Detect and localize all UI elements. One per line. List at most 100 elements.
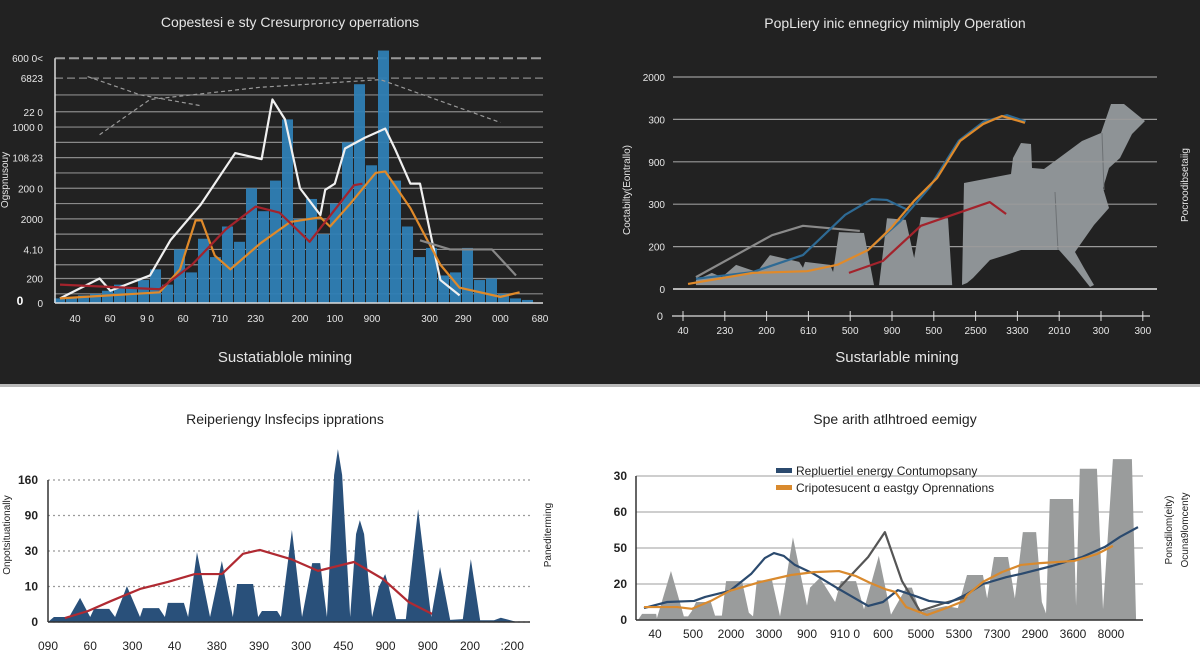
bar [138, 280, 149, 303]
x-tick-label: 300 [122, 639, 142, 653]
panel-divider [0, 384, 1200, 387]
y-tick-label: 1000 0 [12, 123, 43, 134]
x-tick-label: 900 [418, 639, 438, 653]
y-tick-label: 200 [648, 243, 665, 254]
y-tick-label: 20 [614, 577, 628, 591]
y-tick-label: 50 [614, 541, 628, 555]
x-tick-label: 900 [376, 639, 396, 653]
bar [390, 180, 401, 303]
x-tick-label: 230 [716, 326, 733, 337]
y-tick-label: 200 0 [18, 184, 43, 195]
x-tick-label: 450 [333, 639, 353, 653]
y-tick-label: 30 [614, 469, 628, 483]
y-tick-label: 2000 [21, 215, 44, 226]
bar [258, 211, 269, 303]
x-tick-label: 710 [211, 314, 228, 325]
bar [402, 226, 413, 303]
line-series-1 [643, 526, 1139, 610]
y-tick-label: 10 [25, 580, 39, 594]
y-tick-label: 300 [648, 200, 665, 211]
bar [66, 296, 77, 303]
x-tick-label: 900 [364, 314, 381, 325]
bar [294, 218, 305, 303]
x-tick-label: 3300 [1006, 326, 1029, 337]
x-tick-label: 60 [84, 639, 98, 653]
bar [54, 298, 65, 303]
area-series [48, 449, 517, 622]
bar [330, 203, 341, 303]
x-tick-label: 090 [38, 639, 58, 653]
x-tick-label: 290 [455, 314, 472, 325]
bar [270, 180, 281, 303]
bar [150, 269, 161, 303]
bar [186, 272, 197, 303]
y-tick-label: 0 [659, 285, 665, 296]
x-tick-label: 000 [492, 314, 509, 325]
bar [378, 50, 389, 303]
line-series-0 [59, 98, 461, 300]
x-tick-label: 910 0 [830, 627, 860, 641]
legend-label: Repluertiel energy Contumopsany [796, 464, 977, 478]
line-series-0 [64, 548, 433, 620]
y-tick-label: 900 [648, 158, 665, 169]
bar [78, 295, 89, 303]
y-tick-label: 6823 [21, 74, 44, 85]
x-tick-label: 500 [925, 326, 942, 337]
legend-label: Cripotesucent ɑ eastgy Oprennations [796, 481, 994, 495]
x-tick-label: 7300 [984, 627, 1011, 641]
x-tick-label: 500 [842, 326, 859, 337]
x-tick-label: 2500 [964, 326, 987, 337]
legend-swatch [776, 468, 792, 473]
bar [462, 247, 473, 303]
x-tick-label: 900 [884, 326, 901, 337]
y-axis-title: Ogspnusouy [0, 152, 11, 208]
bar [222, 226, 233, 303]
y-axis-title-right: Panediterming [543, 503, 554, 567]
x-tick-label: :200 [501, 639, 525, 653]
x-tick-label: 230 [247, 314, 264, 325]
x-tick-label: 300 [1093, 326, 1110, 337]
y-axis-title-right: Ponsdilom(eity) [1164, 496, 1175, 565]
line-series-3 [419, 239, 517, 277]
chart-title: Reiperiengy lnsfecips ipprations [186, 411, 384, 427]
x-tick-label: 60 [104, 314, 116, 325]
x-tick-label: 300 [291, 639, 311, 653]
y-tick-label: 600 0< [12, 54, 43, 65]
line-series-4 [848, 200, 1007, 274]
x-axis-title: Sustarlable mining [835, 349, 958, 366]
us-map-silhouette [962, 104, 1145, 287]
x-tick-label: 500 [683, 627, 703, 641]
area-series [637, 459, 1137, 620]
x-tick-label: 380 [207, 639, 227, 653]
y-axis-title-right: Pocroodibsetaiig [1180, 148, 1191, 222]
legend-swatch [776, 485, 792, 490]
y-tick-label: 0 [620, 613, 627, 627]
x-tick-label: 900 [797, 627, 817, 641]
y-tick-label: 0 [31, 615, 38, 629]
x-tick-label: 300 [1134, 326, 1151, 337]
y-tick-label: 22 0 [24, 108, 44, 119]
y-tick-label: 30 [25, 544, 39, 558]
bar [414, 257, 425, 303]
y-tick-label: 60 [614, 505, 628, 519]
x-tick-label: 2010 [1048, 326, 1071, 337]
y-tick-label: 160 [18, 473, 38, 487]
y-tick-label: 0 [37, 299, 43, 310]
bar [246, 188, 257, 303]
bar [306, 198, 317, 303]
x-tick-label: 40 [677, 326, 689, 337]
x-tick-label: 3600 [1060, 627, 1087, 641]
bar [498, 293, 509, 303]
secondary-axis-label: 0 [657, 311, 663, 323]
y-axis-title: Coctabilty(Eontrallo) [622, 145, 633, 235]
x-tick-label: 5000 [908, 627, 935, 641]
x-tick-label: 300 [421, 314, 438, 325]
y-tick-label: 4.10 [24, 245, 44, 256]
y-tick-label: 2000 [643, 73, 666, 84]
bar [438, 275, 449, 303]
x-tick-label: 60 [177, 314, 189, 325]
x-tick-label: 2900 [1022, 627, 1049, 641]
bar [126, 287, 137, 303]
chart-bottom-right: 0 20 50 60 30 40 500 2000 3000 900 910 0 600 5000 530… [614, 411, 1191, 641]
